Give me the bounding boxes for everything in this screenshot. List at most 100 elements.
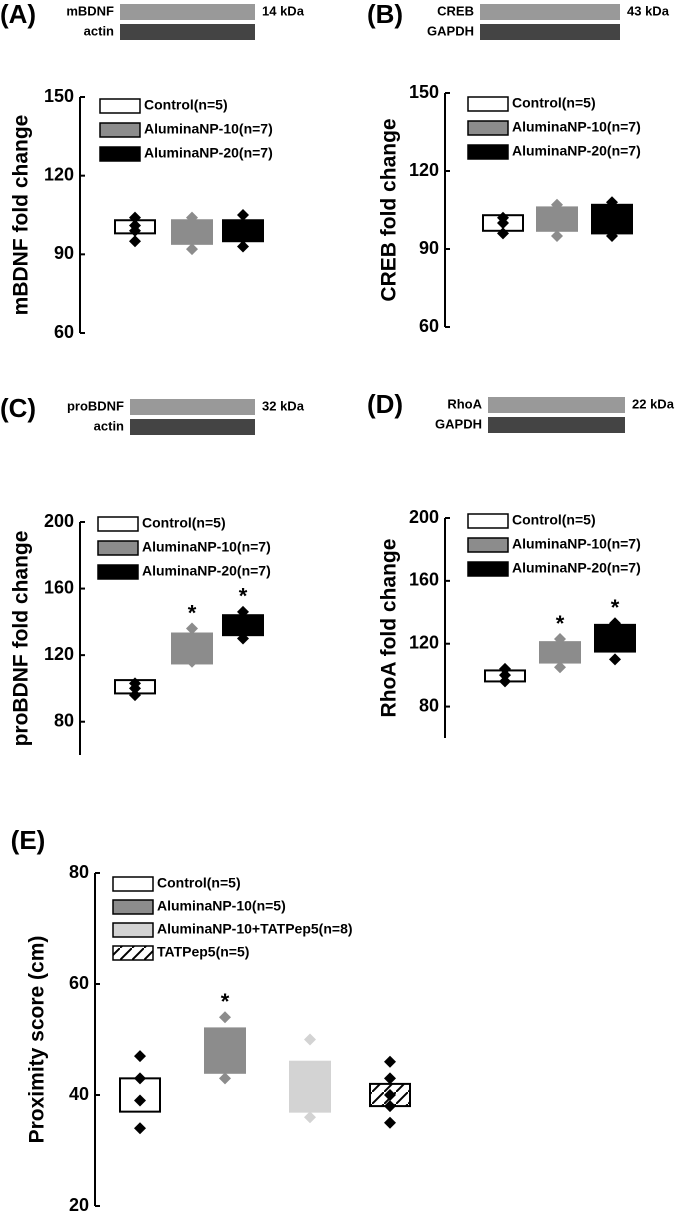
legend-label: AluminaNP-20(n=7) <box>512 143 641 159</box>
data-point <box>609 617 621 630</box>
legend-label: AluminaNP-20(n=7) <box>142 563 271 579</box>
panel-label: (D) <box>367 389 403 419</box>
blot-label: GAPDH <box>435 416 482 431</box>
legend-label: TATPep5(n=5) <box>157 944 249 960</box>
y-axis-label: mBDNF fold change <box>10 115 33 316</box>
data-point <box>219 1011 231 1024</box>
data-point <box>134 1072 146 1085</box>
data-point <box>304 1111 316 1124</box>
data-point <box>609 653 621 666</box>
legend-swatch <box>467 144 509 160</box>
y-tick-label: 80 <box>69 862 89 882</box>
y-tick-label: 120 <box>44 164 74 184</box>
significance-mark: * <box>239 584 248 609</box>
data-point <box>237 632 249 645</box>
panel-label: (E) <box>11 825 46 855</box>
y-tick-label: 90 <box>419 238 439 258</box>
y-tick-label: 60 <box>419 316 439 336</box>
legend-swatch <box>112 922 154 938</box>
legend-swatch <box>99 98 141 114</box>
legend-label: AluminaNP-10(n=7) <box>512 536 641 552</box>
blot-label: mBDNF <box>66 3 114 18</box>
data-point <box>237 240 249 253</box>
data-point <box>129 219 141 232</box>
blot-label: actin <box>94 418 124 433</box>
legend-swatch <box>99 146 141 162</box>
y-tick-label: 90 <box>54 243 74 263</box>
legend-label: AluminaNP-10(n=7) <box>512 119 641 135</box>
data-point <box>497 211 509 224</box>
box <box>536 206 578 232</box>
data-point <box>129 689 141 702</box>
data-point <box>237 605 249 618</box>
y-axis-label: proBDNF fold change <box>10 531 33 747</box>
legend-label: AluminaNP-20(n=7) <box>144 145 273 161</box>
legend-swatch <box>97 564 139 580</box>
blot-size: 43 kDa <box>627 3 670 18</box>
y-tick-label: 200 <box>44 511 74 531</box>
panel-label: (A) <box>0 0 36 29</box>
legend-label: AluminaNP-10(n=7) <box>142 539 271 555</box>
data-point <box>606 196 618 209</box>
legend-label: Control(n=5) <box>144 97 228 113</box>
legend-swatch <box>97 516 139 532</box>
legend-swatch <box>112 876 154 892</box>
data-point <box>186 622 198 635</box>
data-point <box>554 633 566 645</box>
blot-label: CREB <box>437 3 474 18</box>
y-axis-label: Proximity score (cm) <box>26 936 49 1144</box>
blot-band <box>120 4 255 20</box>
data-point <box>554 661 566 674</box>
blot-label: actin <box>84 23 114 38</box>
y-tick-label: 160 <box>409 570 439 590</box>
data-point <box>237 219 249 232</box>
blot-size: 32 kDa <box>262 398 305 413</box>
data-point <box>384 1055 396 1068</box>
legend-swatch <box>467 537 509 553</box>
data-point <box>499 669 511 682</box>
significance-mark: * <box>611 595 620 620</box>
legend-label: Control(n=5) <box>512 512 596 528</box>
data-point <box>499 662 511 675</box>
data-point <box>134 1094 146 1107</box>
data-point <box>186 222 198 235</box>
blot-band <box>130 399 255 415</box>
data-point <box>129 677 141 690</box>
blot-size: 22 kDa <box>632 396 675 411</box>
blot-size: 14 kDa <box>262 3 305 18</box>
legend-label: Control(n=5) <box>512 95 596 111</box>
y-axis-label: CREB fold change <box>378 118 401 301</box>
data-point <box>186 243 198 256</box>
legend-swatch <box>467 120 509 136</box>
data-point <box>129 211 141 224</box>
legend-swatch <box>97 540 139 556</box>
blot-band <box>480 4 620 20</box>
y-tick-label: 160 <box>44 577 74 597</box>
blot-label: RhoA <box>447 396 482 411</box>
data-point <box>384 1072 396 1085</box>
significance-mark: * <box>221 989 230 1014</box>
blot-label: proBDNF <box>67 398 124 413</box>
blot-band <box>488 417 625 433</box>
legend-swatch <box>467 561 509 577</box>
panel-label: (C) <box>0 393 36 423</box>
legend-label: AluminaNP-20(n=7) <box>512 560 641 576</box>
legend-swatch <box>112 945 154 961</box>
y-tick-label: 80 <box>54 710 74 730</box>
legend-swatch <box>112 899 154 915</box>
data-point <box>497 227 509 240</box>
y-axis-label: RhoA fold change <box>378 539 401 718</box>
y-tick-label: 80 <box>419 695 439 715</box>
data-point <box>499 675 511 688</box>
blot-band <box>130 419 255 435</box>
data-point <box>186 655 198 668</box>
blot-band <box>120 24 255 40</box>
y-tick-label: 60 <box>54 322 74 342</box>
legend-label: AluminaNP-10+TATPep5(n=8) <box>157 921 353 937</box>
legend-label: Control(n=5) <box>157 875 241 891</box>
legend-swatch <box>99 122 141 138</box>
y-tick-label: 120 <box>44 644 74 664</box>
y-tick-label: 20 <box>69 1195 89 1215</box>
data-point <box>237 209 249 221</box>
data-point <box>384 1089 396 1101</box>
